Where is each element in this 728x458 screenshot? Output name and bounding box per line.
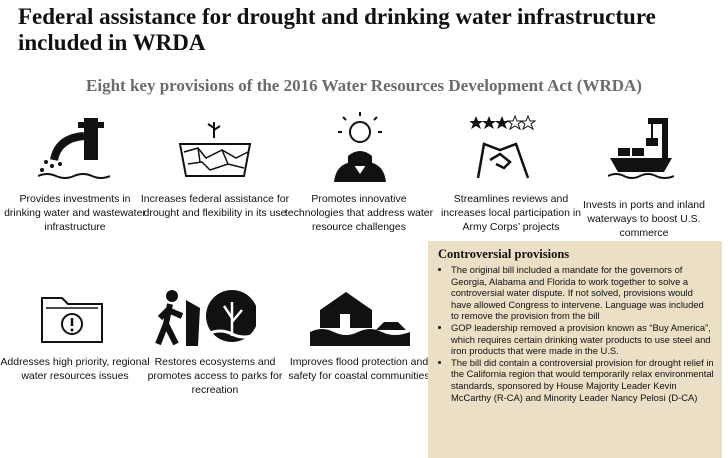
bullet: The original bill included a mandate for… <box>451 264 714 322</box>
sidebar: Controversial provisions The original bi… <box>428 241 722 458</box>
bullet-list: The original bill included a mandate for… <box>438 264 714 403</box>
provision-caption: Streamlines reviews and increases local … <box>440 193 582 233</box>
subtitle: Eight key provisions of the 2016 Water R… <box>86 76 642 95</box>
folder-icon <box>41 297 103 343</box>
bullet: The bill did contain a controversial pro… <box>451 357 714 403</box>
stars-handshake-icon <box>470 114 536 179</box>
provision-caption: Promotes innovative technologies that ad… <box>284 193 434 233</box>
port-icon <box>608 118 674 179</box>
provision-caption: Improves flood protection and safety for… <box>288 356 430 382</box>
flood-icon <box>310 292 410 346</box>
provision-caption: Addresses high priority, regional water … <box>0 356 150 382</box>
bulb-icon <box>334 112 386 182</box>
provision-caption: Increases federal assistance for drought… <box>140 193 290 219</box>
provision-caption: Restores ecosystems and promotes access … <box>147 356 283 396</box>
drought-icon <box>178 122 252 177</box>
provision-caption: Invests in ports and inland waterways to… <box>583 199 705 239</box>
bullet: GOP leadership removed a provision known… <box>451 322 714 357</box>
pipe-icon <box>38 118 110 179</box>
sidebar-title: Controversial provisions <box>438 247 570 261</box>
provision-caption: Provides investments in drinking water a… <box>4 193 146 233</box>
ecosystem-icon <box>155 290 256 346</box>
title: Federal assistance for drought and drink… <box>18 4 656 55</box>
